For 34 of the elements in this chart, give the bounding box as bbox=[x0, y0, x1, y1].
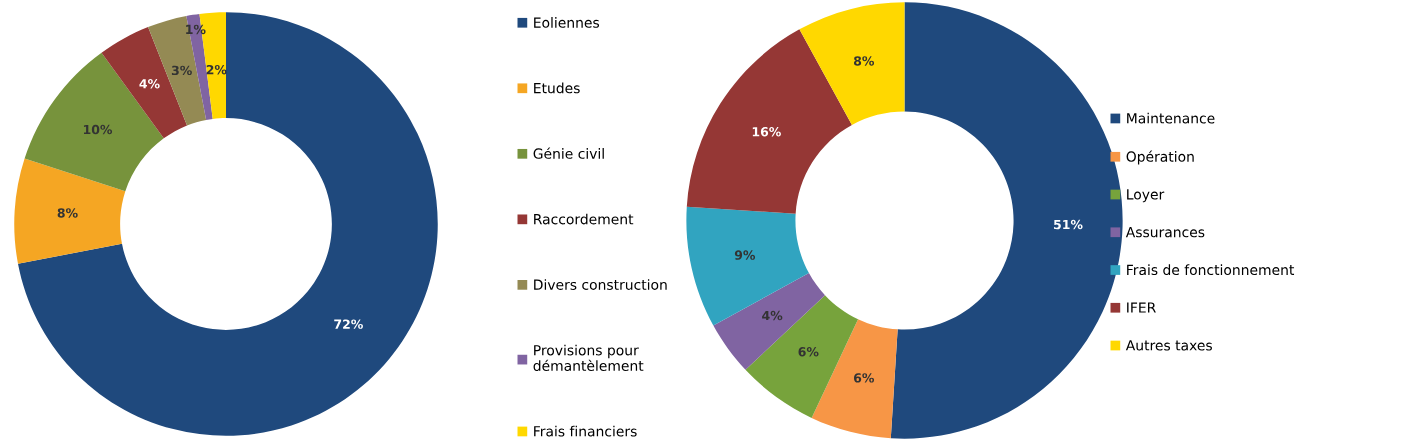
donut-slice bbox=[686, 206, 809, 326]
legend-label: Génie civil bbox=[533, 147, 604, 159]
donut-slice bbox=[686, 29, 852, 214]
data-label: 6% bbox=[853, 373, 875, 383]
donut-slice bbox=[890, 2, 1123, 439]
legend-label: Frais de fonctionnement bbox=[1127, 264, 1295, 276]
legend-label: Eoliennes bbox=[534, 17, 600, 28]
data-label: 9% bbox=[734, 250, 756, 260]
donut-slice bbox=[14, 158, 126, 264]
data-label: 4% bbox=[762, 310, 783, 321]
data-label: 10% bbox=[83, 124, 113, 135]
legend-label: IFER bbox=[1127, 302, 1156, 313]
donut-slice bbox=[713, 273, 825, 370]
legend-label: Divers construction bbox=[534, 279, 667, 290]
data-label: 6% bbox=[798, 347, 819, 357]
legend-label: Frais financiers bbox=[534, 425, 637, 437]
legend-label: Opération bbox=[1126, 150, 1194, 165]
donut-slice bbox=[24, 52, 164, 192]
donut-slice bbox=[799, 2, 905, 125]
data-label: 72% bbox=[334, 319, 363, 329]
data-label: 3% bbox=[171, 65, 192, 76]
legend-label: Assurances bbox=[1125, 227, 1205, 238]
data-label: 51% bbox=[1054, 219, 1083, 230]
data-label: 8% bbox=[853, 56, 875, 66]
legend-label: Maintenance bbox=[1127, 112, 1215, 124]
legend-label: Provisions pour démantèlement bbox=[533, 344, 644, 371]
donut-slice bbox=[17, 12, 438, 436]
data-label: 8% bbox=[57, 208, 78, 218]
legend-label: Loyer bbox=[1127, 189, 1165, 203]
data-label: 16% bbox=[752, 127, 781, 137]
legend-label: Etudes bbox=[534, 82, 580, 94]
legend-label: Raccordement bbox=[534, 213, 634, 225]
legend-label: Autres taxes bbox=[1125, 340, 1212, 351]
data-label: 4% bbox=[139, 78, 160, 89]
